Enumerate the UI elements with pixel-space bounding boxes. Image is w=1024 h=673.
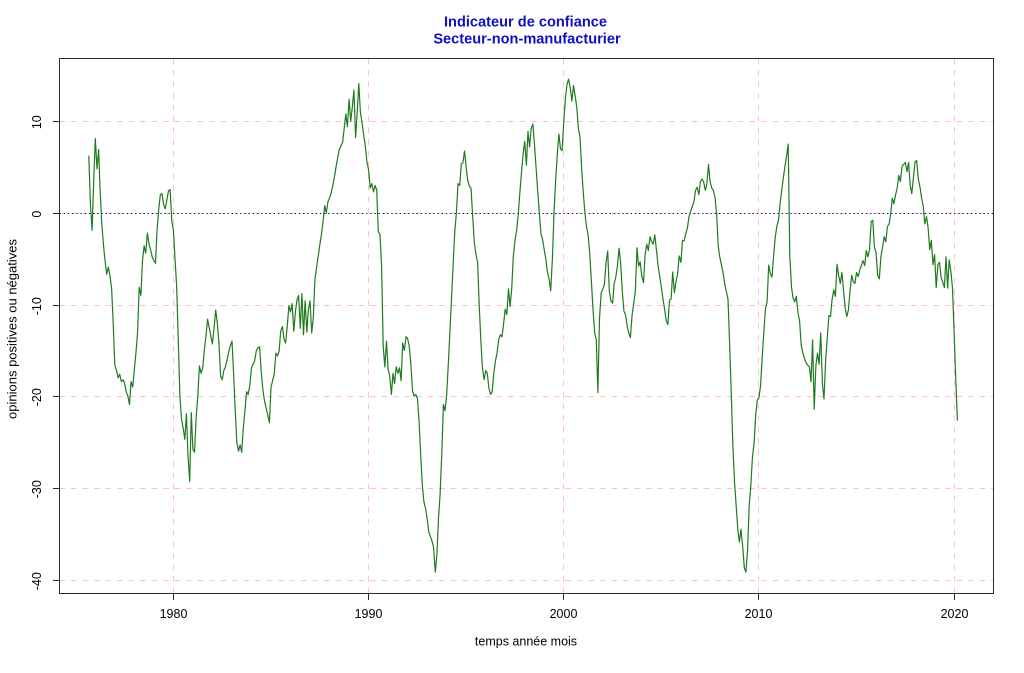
svg-text:2010: 2010 <box>745 607 773 621</box>
svg-text:2000: 2000 <box>550 607 578 621</box>
svg-text:0: 0 <box>30 211 44 218</box>
svg-text:10: 10 <box>30 115 44 129</box>
svg-text:opinions positives ou négative: opinions positives ou négatives <box>5 239 20 419</box>
svg-text:2020: 2020 <box>941 607 969 621</box>
svg-text:Secteur-non-manufacturier: Secteur-non-manufacturier <box>433 32 621 48</box>
svg-text:-30: -30 <box>30 480 44 498</box>
svg-text:-10: -10 <box>30 297 44 315</box>
svg-text:Indicateur de confiance: Indicateur de confiance <box>444 15 607 31</box>
svg-text:-40: -40 <box>30 572 44 590</box>
svg-text:1990: 1990 <box>355 607 383 621</box>
svg-text:-20: -20 <box>30 388 44 406</box>
svg-text:1980: 1980 <box>160 607 188 621</box>
svg-text:temps année mois: temps année mois <box>475 635 577 649</box>
